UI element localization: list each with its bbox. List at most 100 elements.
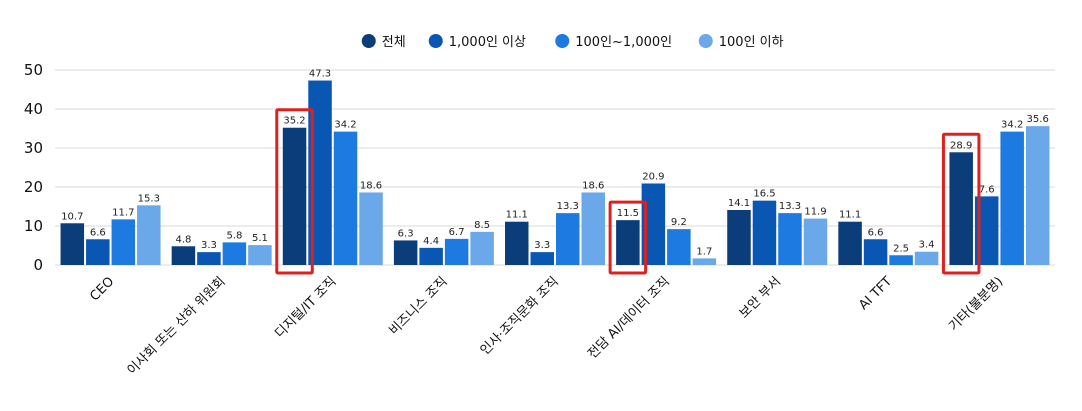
highlight-box xyxy=(275,108,314,275)
x-tick-label: 인사·조직문화 조직 xyxy=(478,274,562,358)
bar xyxy=(727,210,751,265)
highlight-box xyxy=(608,200,648,275)
bar xyxy=(1000,131,1024,265)
data-label: 11.7 xyxy=(112,207,134,218)
bar xyxy=(692,258,717,265)
data-label: 1.7 xyxy=(696,246,712,257)
bar xyxy=(556,213,580,265)
data-label: 34.2 xyxy=(1001,120,1023,131)
y-tick-label: 20 xyxy=(24,178,43,196)
x-tick-label: 비즈니스 조직 xyxy=(386,274,450,338)
data-label: 15.3 xyxy=(138,193,160,204)
x-tick-label: 디지털/IT 조직 xyxy=(272,274,339,341)
y-tick-label: 10 xyxy=(24,217,43,235)
data-label: 4.8 xyxy=(175,234,191,245)
gridlines xyxy=(55,69,1055,266)
bar xyxy=(444,238,469,265)
x-tick-label: 이사회 또는 산하 위원회 xyxy=(125,274,229,378)
bar xyxy=(248,245,272,265)
data-label: 6.6 xyxy=(868,227,884,238)
legend-swatch xyxy=(555,34,570,48)
y-tick-label: 30 xyxy=(24,139,43,157)
bar xyxy=(111,219,136,265)
bar xyxy=(530,252,554,265)
x-tick-label: 보안 부서 xyxy=(737,274,784,321)
bar xyxy=(333,131,358,265)
bar xyxy=(581,192,605,265)
bar xyxy=(974,196,999,265)
y-tick-label: 40 xyxy=(24,100,43,118)
highlight-box xyxy=(941,132,981,275)
x-axis: CEO 이사회 또는 산하 위원회 디지털/IT 조직 비즈니스 조직 인사·조직문화 … xyxy=(87,274,1006,378)
bar xyxy=(914,251,939,265)
data-label: 11.9 xyxy=(804,207,826,218)
data-label: 20.9 xyxy=(642,171,664,182)
data-label: 4.4 xyxy=(423,236,439,247)
data-label: 47.3 xyxy=(309,69,331,80)
data-label: 3.3 xyxy=(534,240,550,251)
bar xyxy=(359,192,383,265)
bar xyxy=(838,221,862,265)
data-label: 6.3 xyxy=(398,228,414,239)
legend-swatch xyxy=(698,34,713,48)
bar xyxy=(470,231,494,265)
x-tick-label: CEO xyxy=(87,274,117,304)
legend-swatch xyxy=(361,34,376,48)
bar xyxy=(393,240,418,265)
bar xyxy=(889,255,913,265)
data-label: 34.2 xyxy=(334,120,356,131)
data-label: 10.7 xyxy=(61,211,83,222)
data-label: 18.6 xyxy=(582,180,604,191)
data-label: 13.3 xyxy=(779,201,801,212)
bar xyxy=(863,239,888,265)
bar xyxy=(949,152,973,265)
data-label: 3.3 xyxy=(201,240,217,251)
data-label: 11.1 xyxy=(506,210,528,221)
bar xyxy=(197,252,221,265)
bar xyxy=(171,246,196,265)
bar xyxy=(505,221,529,265)
data-label: 16.5 xyxy=(753,189,775,200)
data-label: 5.8 xyxy=(226,230,242,241)
bar xyxy=(778,213,802,265)
x-tick-label: 기타(불분명) xyxy=(946,274,1006,334)
data-label: 18.6 xyxy=(360,180,382,191)
legend-label: 100인~1,000인 xyxy=(575,35,672,50)
highlight-boxes xyxy=(275,108,981,275)
data-labels: 10.7 4.8 35.2 6.3 11.1 11.5 14.1 11.1 28.9 6.6 3.3… xyxy=(61,69,1049,258)
bars xyxy=(60,80,1050,265)
data-label: 6.6 xyxy=(90,227,106,238)
y-tick-label: 50 xyxy=(24,61,43,79)
legend-label: 100인 이하 xyxy=(719,35,784,50)
data-label: 28.9 xyxy=(950,140,972,151)
bar xyxy=(60,223,85,265)
bar xyxy=(752,200,777,265)
bar xyxy=(641,183,666,265)
data-label: 11.5 xyxy=(617,208,639,219)
bar xyxy=(86,239,110,265)
data-label: 9.2 xyxy=(671,217,687,228)
y-axis: 0 10 20 30 40 50 xyxy=(24,61,43,274)
bar xyxy=(616,220,640,265)
data-label: 2.5 xyxy=(893,243,909,254)
bar xyxy=(419,247,443,265)
data-label: 13.3 xyxy=(557,201,579,212)
y-tick-label: 0 xyxy=(33,256,43,274)
bar xyxy=(308,80,332,265)
data-label: 8.5 xyxy=(474,220,490,231)
legend: 전체 1,000인 이상 100인~1,000인 100인 이하 xyxy=(361,34,784,50)
legend-label: 전체 xyxy=(382,35,406,50)
data-label: 3.4 xyxy=(919,240,935,251)
x-tick-label: AI TFT xyxy=(856,274,895,313)
bar xyxy=(1025,126,1050,265)
x-tick-label: 전담 AI/데이터 조직 xyxy=(585,274,673,362)
bar xyxy=(282,127,307,265)
data-label: 6.7 xyxy=(449,227,465,238)
bar xyxy=(667,229,691,265)
data-label: 35.2 xyxy=(283,116,305,127)
bar xyxy=(137,205,161,265)
data-label: 7.6 xyxy=(979,184,995,195)
bar xyxy=(222,242,247,265)
data-label: 35.6 xyxy=(1027,114,1049,125)
data-label: 5.1 xyxy=(252,233,268,244)
